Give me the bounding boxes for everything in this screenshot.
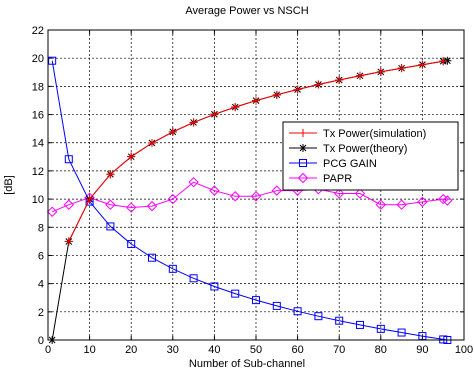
y-tick-label: 10: [32, 194, 44, 206]
data-point-pcg-gain: [148, 253, 156, 262]
data-point-papr: [167, 193, 179, 205]
x-axis-label: Number of Sub-channel: [189, 358, 305, 370]
legend-marker-tx-power-theory: [299, 144, 307, 152]
data-point-pcg-gain: [272, 301, 281, 310]
legend-marker-pcg-gain: [299, 159, 307, 167]
x-tick-label: 100: [455, 344, 473, 356]
data-point-pcg-gain: [127, 240, 136, 249]
data-point-papr: [271, 185, 283, 196]
y-tick-label: 2: [38, 307, 44, 319]
data-point-papr: [125, 202, 137, 213]
y-tick-label: 0: [38, 335, 44, 347]
y-tick-label: 14: [32, 138, 44, 150]
plot-frame: [47, 29, 465, 341]
x-tick-label: 40: [208, 344, 220, 356]
x-tick-label: 80: [375, 344, 387, 356]
data-point-pcg-gain: [64, 155, 73, 164]
data-point-tx-power-simulation: [335, 76, 344, 85]
x-tick-label: 20: [125, 344, 137, 356]
data-point-tx-power-simulation: [376, 67, 385, 76]
data-point-papr: [146, 200, 158, 212]
data-point-tx-power-simulation: [439, 57, 448, 66]
data-point-papr: [417, 196, 428, 208]
data-point-tx-power-simulation: [106, 170, 115, 179]
data-point-tx-power-simulation: [85, 195, 94, 204]
legend-label-tx-power-theory: Tx Power(theory): [323, 143, 407, 155]
data-point-papr: [442, 195, 453, 206]
data-point-tx-power-simulation: [397, 64, 406, 73]
data-point-pcg-gain: [397, 328, 406, 337]
data-point-papr: [250, 191, 262, 202]
data-point-papr: [105, 199, 116, 210]
data-point-papr: [229, 191, 241, 202]
legend-label-papr: PAPR: [323, 173, 352, 185]
data-point-tx-power-simulation: [127, 152, 136, 161]
data-point-papr: [63, 199, 75, 210]
data-point-pcg-gain: [335, 316, 344, 325]
data-point-papr: [209, 185, 220, 196]
y-tick-label: 18: [32, 81, 44, 93]
data-point-tx-power-simulation: [231, 103, 240, 112]
y-tick-label: 12: [32, 166, 44, 178]
data-point-pcg-gain: [356, 320, 364, 329]
x-tick-label: 10: [83, 344, 95, 356]
data-point-pcg-gain: [168, 264, 177, 273]
data-point-tx-power-simulation: [314, 80, 323, 89]
x-tick-label: 60: [291, 344, 303, 356]
data-point-pcg-gain: [252, 296, 260, 305]
series-line-papr: [52, 181, 448, 213]
data-point-pcg-gain: [314, 312, 323, 321]
chart-title: Average Power vs NSCH: [185, 5, 308, 17]
data-point-pcg-gain: [293, 307, 302, 316]
x-tick-label: 50: [250, 344, 262, 356]
plot-area: 0 10 20 30 40 50 60 70 80 90 100 0 2 4 6 8 10 12 14 16 18 20 2…: [32, 25, 473, 356]
data-point-papr: [396, 199, 407, 210]
data-point-tx-power-simulation: [189, 118, 198, 127]
y-tick-label: 20: [32, 53, 44, 65]
data-point-pcg-gain: [210, 282, 219, 291]
data-point-tx-power-simulation: [272, 90, 281, 99]
data-point-pcg-gain: [106, 222, 115, 231]
data-point-papr: [188, 176, 199, 188]
data-point-pcg-gain: [189, 274, 198, 283]
x-tick-label: 0: [45, 344, 51, 356]
data-point-tx-power-simulation: [168, 127, 177, 136]
y-tick-label: 16: [32, 110, 44, 122]
series-line-pcg-gain: [51, 60, 448, 341]
data-point-tx-power-simulation: [293, 85, 302, 94]
data-point-pcg-gain: [231, 289, 240, 298]
y-axis-label: [dB]: [3, 175, 15, 195]
data-point-tx-power-simulation: [418, 60, 427, 69]
legend-label-tx-power-simulation: Tx Power(simulation): [323, 128, 426, 140]
data-point-tx-power-theory: [443, 56, 452, 65]
data-point-papr: [333, 188, 345, 199]
y-tick-label: 6: [38, 250, 44, 262]
x-tick-label: 90: [416, 344, 428, 356]
x-tick-label: 30: [167, 344, 179, 356]
data-point-pcg-gain: [48, 56, 57, 65]
data-point-pcg-gain: [439, 335, 448, 344]
data-point-papr: [46, 206, 58, 217]
data-point-tx-power-simulation: [356, 71, 364, 80]
data-point-papr: [375, 199, 387, 210]
data-point-tx-power-simulation: [64, 237, 73, 246]
x-tick-label: 70: [333, 344, 345, 356]
legend-label-pcg-gain: PCG GAIN: [323, 158, 377, 170]
y-tick-label: 8: [38, 222, 44, 234]
data-point-tx-power-simulation: [148, 139, 156, 148]
data-point-papr: [354, 188, 366, 199]
data-point-tx-power-simulation: [252, 96, 260, 105]
y-tick-label: 22: [32, 25, 44, 37]
y-tick-label: 4: [38, 279, 44, 291]
legend-marker-papr: [297, 172, 309, 184]
legend-marker-tx-power-simulation: [299, 129, 307, 137]
data-point-tx-power-simulation: [210, 110, 219, 119]
data-point-pcg-gain: [376, 324, 385, 333]
